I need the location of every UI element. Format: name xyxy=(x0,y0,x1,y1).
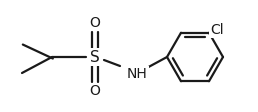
Text: NH: NH xyxy=(127,67,147,81)
Text: O: O xyxy=(90,16,100,30)
Text: Cl: Cl xyxy=(210,23,224,37)
Text: O: O xyxy=(90,84,100,98)
Text: S: S xyxy=(90,50,100,65)
